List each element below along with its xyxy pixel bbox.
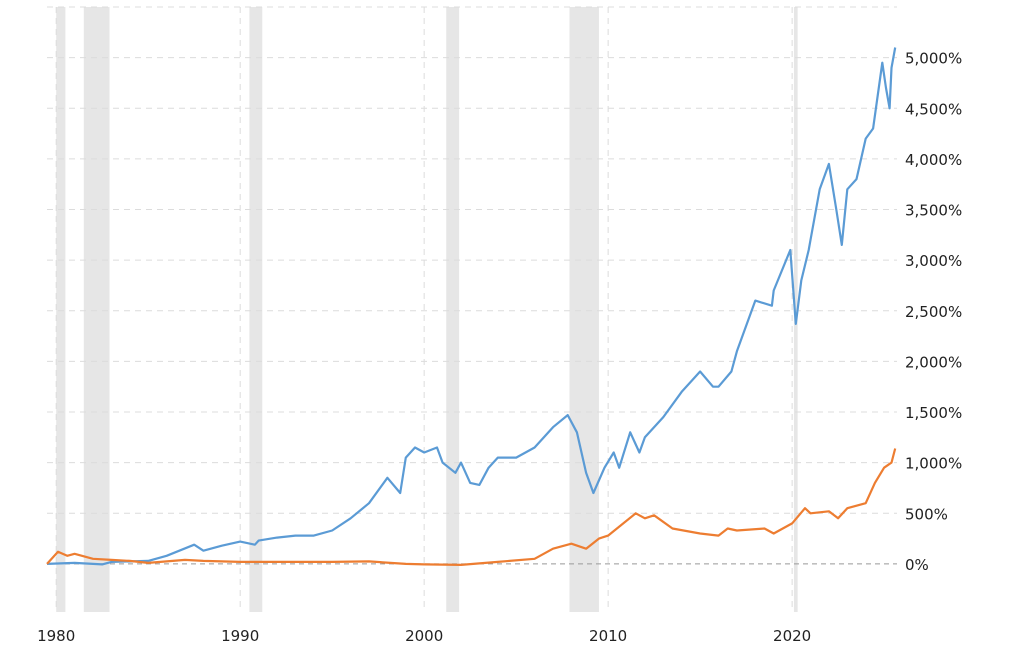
y-tick-label: 3,500% [905, 202, 962, 220]
x-tick-label: 1980 [37, 627, 75, 645]
x-tick-label: 2020 [773, 627, 811, 645]
series-lines [46, 47, 897, 566]
series-line-0 [46, 47, 897, 566]
recession-band [249, 7, 263, 612]
recession-band [83, 7, 110, 612]
y-tick-label: 2,000% [905, 353, 962, 371]
y-tick-label: 2,500% [905, 303, 962, 321]
recession-band [446, 7, 460, 612]
axis-labels: 1980 1990 2000 2010 2020 0% 500% 1,000% 1,500% 2,… [37, 50, 962, 645]
y-tick-label: 4,000% [905, 151, 962, 169]
y-tick-label: 0% [905, 556, 929, 574]
y-tick-label: 500% [905, 505, 948, 523]
recession-band [569, 7, 599, 612]
y-tick-label: 1,500% [905, 404, 962, 422]
grid-lines [47, 6, 897, 612]
recession-bands [56, 7, 798, 612]
x-tick-label: 1990 [221, 627, 259, 645]
y-tick-label: 4,500% [905, 100, 962, 118]
y-tick-label: 1,000% [905, 455, 962, 473]
x-tick-label: 2010 [589, 627, 627, 645]
x-tick-label: 2000 [405, 627, 443, 645]
y-tick-label: 3,000% [905, 252, 962, 270]
y-tick-label: 5,000% [905, 50, 962, 68]
recession-band [56, 7, 66, 612]
series-line-1 [46, 448, 897, 566]
